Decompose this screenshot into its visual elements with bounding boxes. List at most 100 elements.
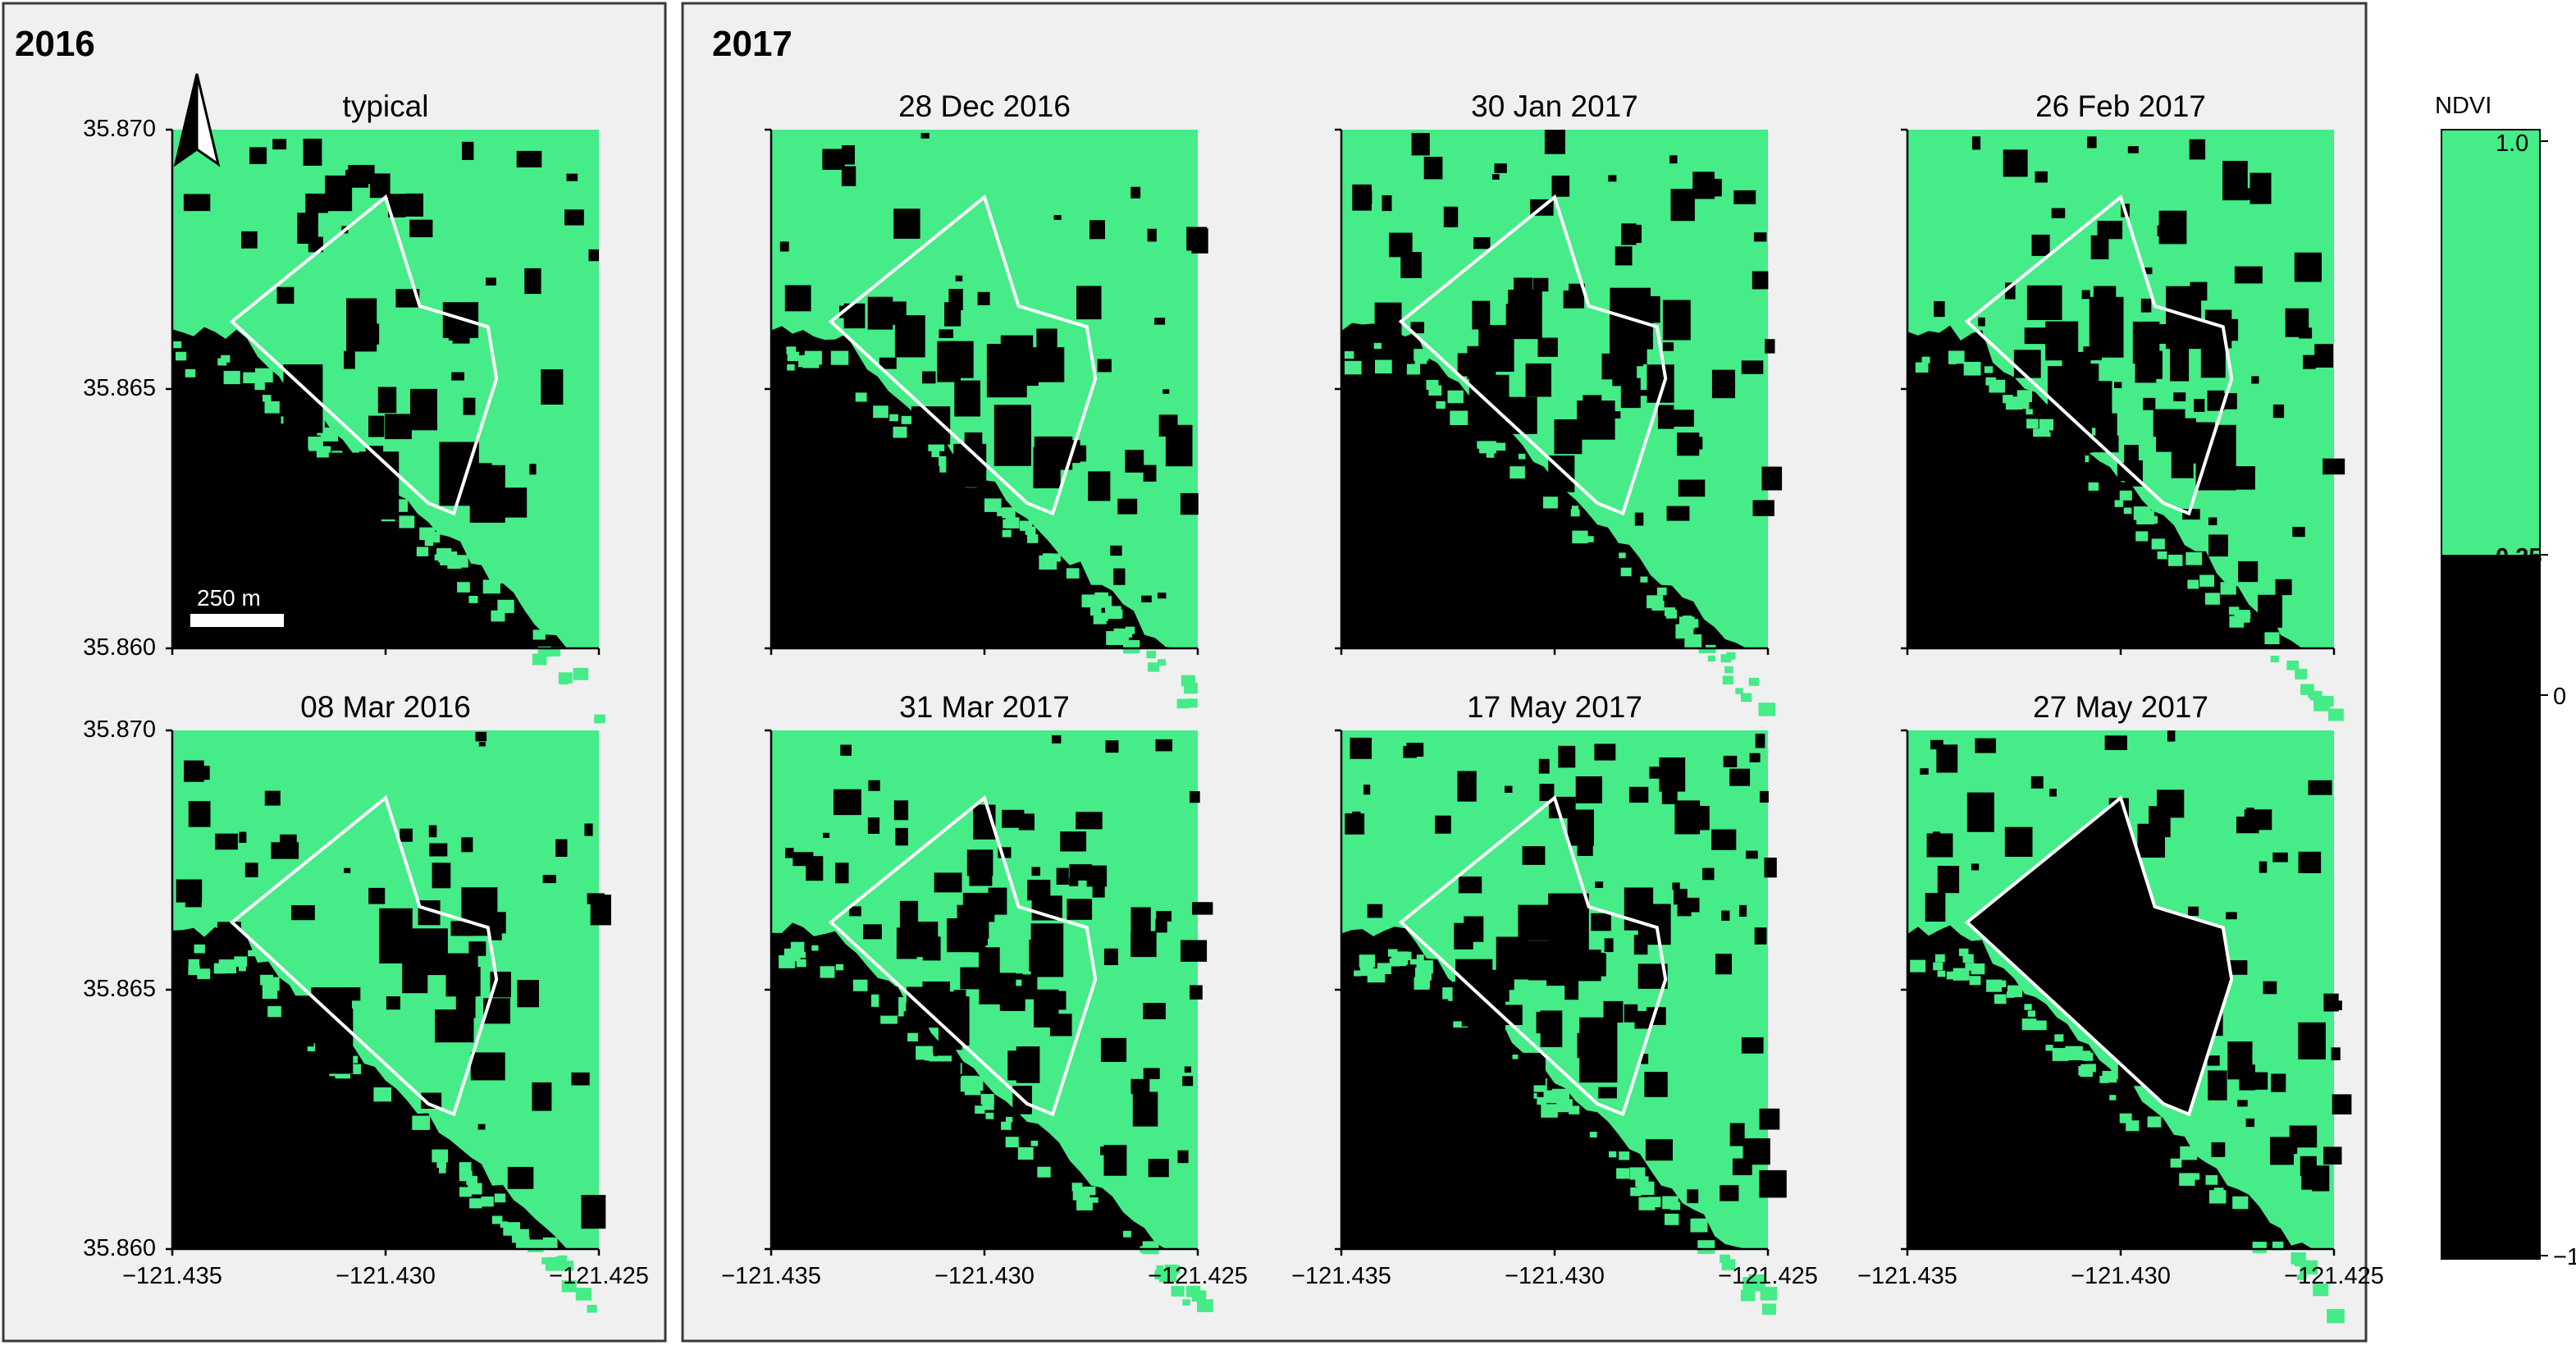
vegetation-pixel — [2320, 695, 2334, 707]
non-vegetation-pixel — [1729, 768, 1751, 786]
non-vegetation-pixel — [1624, 1004, 1638, 1023]
non-vegetation-pixel — [1662, 342, 1674, 351]
vegetation-pixel — [1006, 1116, 1013, 1123]
non-vegetation-pixel — [1759, 1108, 1780, 1130]
lon-tick-label: −121.425 — [1718, 1263, 1818, 1289]
vegetation-pixel — [1027, 534, 1039, 543]
vegetation-pixel — [1447, 390, 1464, 404]
vegetation-pixel — [459, 1162, 472, 1172]
non-vegetation-pixel — [916, 931, 929, 946]
non-vegetation-pixel — [1666, 506, 1690, 521]
non-vegetation-pixel — [894, 315, 925, 358]
non-vegetation-pixel — [2308, 780, 2332, 795]
burned-area — [1966, 798, 2232, 1114]
panel-title: 08 Mar 2016 — [300, 690, 471, 724]
vegetation-pixel — [263, 395, 272, 402]
vegetation-pixel — [1391, 951, 1409, 965]
non-vegetation-pixel — [823, 832, 830, 838]
vegetation-pixel — [1345, 360, 1362, 375]
non-vegetation-pixel — [954, 380, 980, 417]
vegetation-pixel — [432, 1149, 449, 1163]
study-area-outline — [1398, 794, 1668, 1117]
vegetation-pixel — [1962, 954, 1974, 963]
vegetation-pixel — [481, 1197, 494, 1207]
non-vegetation-pixel — [409, 219, 433, 238]
non-vegetation-pixel — [2299, 327, 2313, 339]
panel-title: typical — [343, 89, 429, 123]
non-vegetation-pixel — [937, 341, 974, 378]
non-vegetation-pixel — [571, 1072, 590, 1086]
vegetation-pixel — [2114, 500, 2124, 507]
vegetation-pixel — [2005, 396, 2022, 410]
study-area-outline — [229, 794, 499, 1117]
non-vegetation-pixel — [957, 904, 975, 930]
vegetation-pixel — [468, 596, 478, 603]
vegetation-pixel — [1171, 1286, 1185, 1297]
vegetation-pixel — [1098, 612, 1108, 621]
vegetation-pixel — [1111, 609, 1123, 619]
vegetation-pixel — [264, 401, 280, 414]
vegetation-pixel — [217, 358, 227, 366]
vegetation-pixel — [893, 426, 907, 438]
vegetation-pixel — [2109, 1095, 2117, 1101]
vegetation-pixel — [2232, 1196, 2249, 1210]
non-vegetation-pixel — [2090, 235, 2109, 259]
non-vegetation-pixel — [1537, 337, 1558, 357]
vegetation-pixel — [1476, 441, 1487, 449]
non-vegetation-pixel — [1538, 758, 1550, 774]
non-vegetation-pixel — [895, 827, 908, 846]
study-area-outline — [229, 194, 499, 516]
non-vegetation-pixel — [2272, 852, 2288, 863]
vegetation-pixel — [1629, 1167, 1646, 1180]
vegetation-pixel — [176, 351, 187, 361]
non-vegetation-pixel — [1723, 755, 1738, 767]
non-vegetation-pixel — [1620, 378, 1641, 409]
lat-tick-label: 35.870 — [83, 116, 156, 142]
non-vegetation-pixel — [1755, 734, 1765, 748]
vegetation-pixel — [2295, 670, 2307, 680]
non-vegetation-pixel — [1184, 1066, 1191, 1073]
non-vegetation-pixel — [1661, 786, 1678, 804]
non-vegetation-pixel — [1473, 237, 1491, 249]
scale-bar-label: 250 m — [197, 585, 261, 611]
vegetation-pixel — [1182, 1299, 1190, 1306]
vegetation-pixel — [2035, 1020, 2047, 1031]
vegetation-pixel — [223, 370, 240, 385]
non-vegetation-pixel — [241, 231, 258, 249]
colorbar-class-non-vegetation — [2441, 555, 2540, 1259]
non-vegetation-pixel — [939, 329, 953, 338]
vegetation-pixel — [980, 1094, 994, 1105]
non-vegetation-pixel — [517, 980, 539, 1008]
colorbar-tick-label: −1 — [2553, 1244, 2576, 1270]
vegetation-pixel — [2328, 708, 2344, 721]
vegetation-pixel — [1994, 994, 2007, 1004]
non-vegetation-pixel — [1920, 768, 1929, 775]
non-vegetation-pixel — [1733, 190, 1756, 204]
vegetation-pixel — [308, 437, 323, 449]
vegetation-pixel — [1662, 1196, 1679, 1210]
vegetation-pixel — [1486, 451, 1495, 458]
panel-title: 26 Feb 2017 — [2035, 89, 2206, 123]
non-vegetation-pixel — [2314, 344, 2334, 368]
non-vegetation-pixel — [1592, 953, 1605, 965]
non-vegetation-pixel — [1103, 948, 1118, 965]
non-vegetation-pixel — [411, 954, 425, 978]
non-vegetation-pixel — [899, 900, 919, 934]
lon-tick-label: −121.435 — [1857, 1263, 1957, 1289]
non-vegetation-pixel — [468, 941, 486, 956]
vegetation-pixel — [491, 610, 505, 622]
vegetation-pixel — [1937, 970, 1946, 977]
vegetation-pixel — [1984, 366, 1994, 373]
lon-tick-label: −121.430 — [1505, 1263, 1605, 1289]
non-vegetation-pixel — [461, 887, 498, 936]
vegetation-pixel — [1344, 350, 1354, 359]
vegetation-pixel — [185, 368, 196, 378]
non-vegetation-pixel — [1752, 271, 1769, 290]
non-vegetation-pixel — [1564, 979, 1579, 1000]
vegetation-pixel — [587, 1304, 597, 1313]
vegetation-pixel — [835, 963, 844, 971]
vegetation-pixel — [985, 1112, 994, 1119]
vegetation-pixel — [1090, 606, 1102, 616]
vegetation-pixel — [1958, 948, 1969, 957]
non-vegetation-pixel — [1612, 411, 1621, 419]
